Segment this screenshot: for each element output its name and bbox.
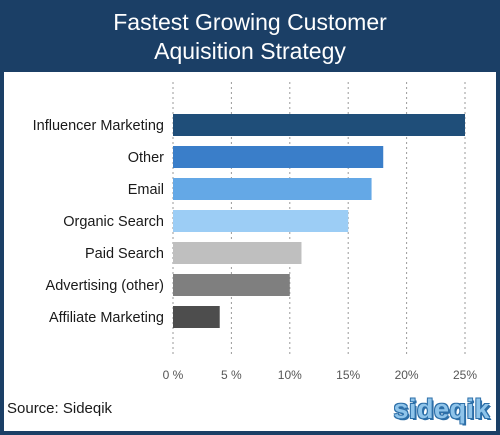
bar-6 [173, 306, 220, 328]
source-note: Source: Sideqik [7, 400, 113, 417]
chart-title: Fastest Growing Customer Aquisition Stra… [0, 8, 500, 66]
x-tick-label-1: 5 % [221, 368, 242, 382]
bar-2 [173, 178, 372, 200]
category-label-0: Influencer Marketing [33, 118, 164, 134]
x-tick-label-3: 15% [336, 368, 360, 382]
bar-0 [173, 114, 465, 136]
bar-1 [173, 146, 384, 168]
x-tick-label-4: 20% [395, 368, 419, 382]
category-label-5: Advertising (other) [46, 278, 164, 294]
category-label-3: Organic Search [63, 214, 164, 230]
bar-4 [173, 242, 302, 264]
bar-3 [173, 210, 349, 232]
bar-5 [173, 274, 290, 296]
category-label-6: Affiliate Marketing [49, 310, 164, 326]
category-label-2: Email [128, 182, 164, 198]
category-label-4: Paid Search [85, 246, 164, 262]
x-tick-label-5: 25% [453, 368, 477, 382]
x-tick-label-2: 10% [278, 368, 302, 382]
chart-title-line-2: Aquisition Strategy [154, 38, 346, 64]
category-label-1: Other [128, 150, 164, 166]
chart-title-line-1: Fastest Growing Customer [113, 9, 387, 35]
x-tick-label-0: 0 % [163, 368, 184, 382]
sideqik-logo: sideqik [393, 394, 490, 424]
